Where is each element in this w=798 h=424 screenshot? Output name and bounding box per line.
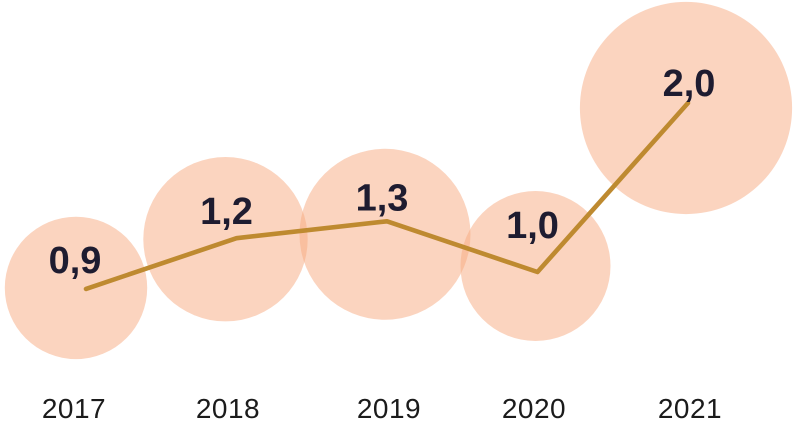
year-label-2021: 2021 xyxy=(658,393,722,424)
year-label-2019: 2019 xyxy=(357,393,421,424)
year-label-2017: 2017 xyxy=(42,393,106,424)
value-label-2021: 2,0 xyxy=(663,63,716,105)
bubble-2020 xyxy=(460,191,611,341)
value-label-2020: 1,0 xyxy=(506,205,559,247)
year-label-2020: 2020 xyxy=(502,393,566,424)
value-label-2018: 1,2 xyxy=(200,191,253,233)
bubble-2018 xyxy=(143,157,308,322)
value-label-2019: 1,3 xyxy=(356,177,409,219)
value-label-2017: 0,9 xyxy=(49,240,102,282)
bubble-2019 xyxy=(299,148,471,320)
trend-line xyxy=(83,100,691,292)
year-label-2018: 2018 xyxy=(196,393,260,424)
bubble-2017 xyxy=(4,216,148,360)
